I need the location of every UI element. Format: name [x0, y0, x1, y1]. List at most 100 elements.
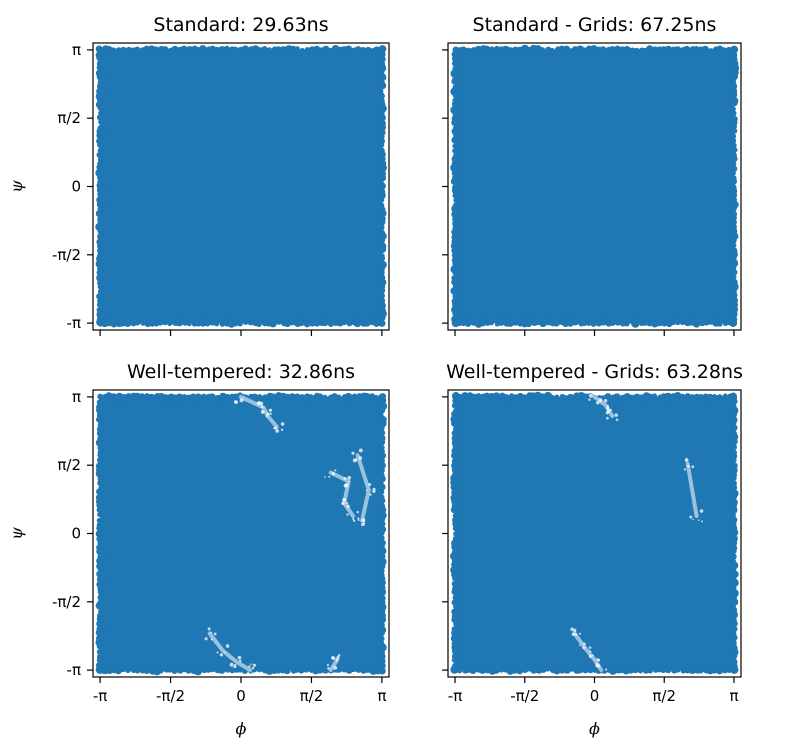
scatter-point [250, 393, 259, 402]
sparse-speck [280, 428, 284, 432]
scatter-point [706, 393, 714, 402]
x-tick-label: -π/2 [156, 687, 185, 705]
scatter-point [97, 511, 103, 518]
y-tick-label: -π [67, 314, 81, 332]
scatter-point [533, 391, 543, 401]
x-tick-label: -π/2 [510, 687, 539, 705]
sparse-speck [358, 456, 363, 460]
scatter-point [346, 319, 353, 327]
sparse-speck [595, 665, 598, 667]
sparse-speck [251, 666, 255, 670]
scatter-point [452, 309, 460, 318]
scatter-point [110, 47, 117, 54]
x-tick-label: 0 [236, 687, 246, 705]
scatter-point [303, 320, 311, 328]
sparse-speck [683, 468, 687, 471]
scatter-point [114, 667, 122, 675]
scatter-point [96, 301, 103, 308]
sparse-speck [595, 401, 600, 405]
scatter-point [612, 393, 622, 402]
scatter-point [488, 319, 495, 326]
sparse-speck [233, 400, 238, 404]
scatter-point [682, 45, 691, 55]
scatter-point [95, 260, 104, 268]
scatter-point [96, 506, 103, 513]
scatter-point [562, 665, 572, 674]
sparse-speck [237, 655, 242, 660]
scatter-point [730, 625, 738, 633]
sparse-speck [234, 663, 237, 667]
scatter-point [276, 319, 282, 325]
scatter-point [298, 319, 305, 327]
scatter-point [96, 64, 104, 71]
scatter-point [378, 497, 386, 505]
scatter-point [133, 46, 142, 55]
scatter-point [217, 665, 226, 674]
scatter-point [96, 114, 103, 121]
scatter-point [378, 314, 386, 321]
sparse-speck [356, 510, 359, 514]
edge-points [95, 45, 387, 328]
scatter-point [96, 429, 105, 438]
y-tick-label: 0 [71, 178, 81, 196]
scatter-point [730, 310, 738, 318]
scatter-point [302, 666, 310, 673]
sparse-speck [369, 493, 372, 496]
sparse-speck [342, 498, 347, 502]
scatter-point [715, 666, 724, 675]
scatter-point [321, 45, 330, 54]
scatter-point [731, 484, 738, 491]
scatter-point [261, 46, 268, 52]
scatter-point [379, 209, 387, 218]
scatter-point [289, 319, 295, 326]
scatter-point [232, 320, 239, 327]
scatter-point [313, 319, 321, 327]
sparse-speck [570, 627, 574, 631]
scatter-point [452, 148, 458, 154]
y-tick-label: -π [67, 661, 81, 679]
scatter-series [95, 45, 387, 328]
scatter-point [97, 288, 104, 295]
scatter-point [96, 619, 105, 629]
scatter-point [193, 666, 203, 676]
scatter-point [451, 402, 458, 409]
scatter-point [730, 137, 737, 144]
scatter-point [378, 137, 385, 145]
scatter-point [599, 46, 607, 54]
scatter-point [566, 393, 575, 402]
scatter-point [711, 394, 718, 400]
scatter-point [453, 197, 459, 203]
scatter-point [133, 392, 141, 400]
sparse-speck [210, 638, 213, 641]
scatter-point [730, 47, 737, 53]
scatter-point [645, 45, 654, 54]
scatter-point [730, 72, 739, 81]
scatter-point [451, 580, 458, 587]
scatter-point [673, 46, 682, 55]
scatter-point [351, 393, 358, 399]
scatter-point [539, 666, 547, 673]
scatter-point [299, 48, 305, 54]
scatter-point [674, 666, 681, 673]
sparse-speck [588, 654, 592, 658]
scatter-point [200, 393, 207, 400]
scatter-point [600, 319, 607, 326]
scatter-point [492, 392, 501, 401]
scatter-point [451, 608, 458, 615]
scatter-point [465, 47, 472, 55]
scatter-point [139, 393, 146, 400]
scatter-point [345, 45, 353, 53]
scatter-point [255, 320, 262, 328]
scatter-point [729, 456, 737, 464]
scatter-point [497, 319, 505, 326]
scatter-point [269, 393, 276, 400]
scatter-point [549, 394, 555, 400]
scatter-point [266, 47, 273, 54]
scatter-point [451, 136, 459, 144]
y-tick-label: -π/2 [52, 246, 81, 264]
scatter-point [491, 665, 501, 674]
scatter-point [283, 667, 291, 675]
scatter-point [634, 47, 640, 54]
sparse-speck [269, 412, 272, 416]
scatter-point [96, 416, 103, 423]
